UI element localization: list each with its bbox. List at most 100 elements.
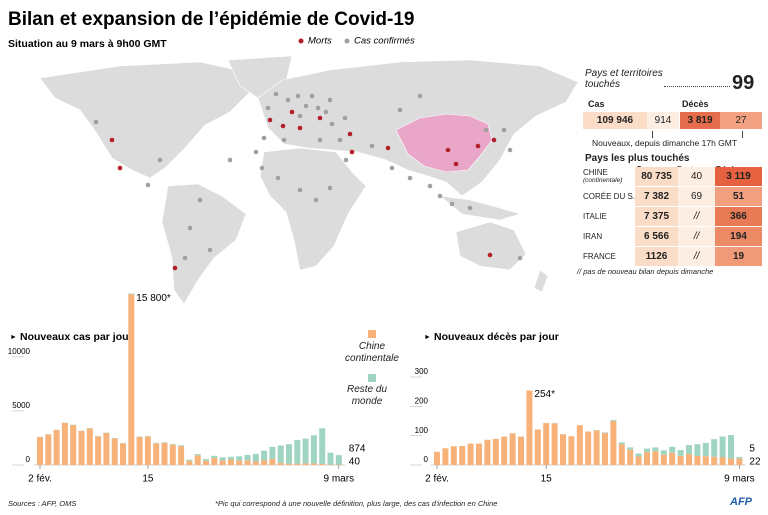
death-dot <box>349 149 355 155</box>
deaths-label: Décès <box>682 99 709 109</box>
bar-segment <box>211 457 218 465</box>
sources: Sources : AFP, OMS <box>8 499 77 508</box>
case-dot <box>295 93 301 99</box>
case-dot <box>197 197 203 203</box>
y-tick-label: 200 <box>415 396 429 405</box>
bar-segment <box>203 459 209 461</box>
bar-segment <box>111 438 118 465</box>
x-tick-label: 9 mars <box>724 474 755 485</box>
bar-segment <box>677 455 684 465</box>
x-tick-label: 15 <box>142 474 154 485</box>
bar-segment <box>227 456 234 460</box>
case-dot <box>449 201 455 207</box>
x-tick-label: 2 fév. <box>28 474 52 485</box>
case-dot <box>273 91 279 97</box>
case-dot <box>303 103 309 109</box>
world-map <box>39 55 579 305</box>
bar-segment <box>635 453 642 457</box>
bar-segment <box>450 446 457 465</box>
bar-segment <box>543 423 550 465</box>
bar-segment <box>551 423 558 465</box>
country-name: IRAN <box>583 231 603 241</box>
legend-label: Reste du monde <box>346 384 388 407</box>
bar-segment <box>169 444 176 465</box>
legend-dot-deaths <box>298 38 304 44</box>
table-cell: 7 375 <box>635 207 678 227</box>
case-dot <box>145 182 151 188</box>
bar-segment <box>644 452 650 465</box>
legend-cases: Cas confirmés <box>354 36 415 47</box>
bar-segment <box>161 442 168 465</box>
bar-segment <box>261 450 268 461</box>
death-dot <box>453 161 459 167</box>
row-name: FRANCE <box>583 247 635 267</box>
bar-segment <box>652 451 659 465</box>
bar-segment <box>169 444 176 445</box>
bar-segment <box>576 425 583 465</box>
bar-segment <box>128 294 135 465</box>
countries-value: 99 <box>732 72 755 94</box>
map-dots <box>93 91 523 271</box>
case-dot <box>309 93 315 99</box>
bar-segment <box>236 460 243 465</box>
y-tick-label: 300 <box>415 367 429 376</box>
value-label: 15 800* <box>136 293 171 304</box>
case-dot <box>417 93 423 99</box>
leader-line <box>664 86 730 87</box>
bar-segment <box>37 436 43 465</box>
africa <box>259 147 367 271</box>
x-tick-label: 15 <box>541 474 553 485</box>
bar-segment <box>736 457 743 459</box>
cases-new: 914 <box>647 112 679 130</box>
bar-segment <box>194 455 201 465</box>
subtitle: Situation au 9 mars à 9h00 GMT <box>8 38 167 50</box>
case-dot <box>337 137 343 143</box>
bar-segment <box>286 463 292 465</box>
bar-segment <box>78 431 85 465</box>
country-note: (continentale) <box>583 176 623 184</box>
row-name: CHINE (continentale) <box>583 167 635 187</box>
bar-segment <box>492 438 499 465</box>
bar-segment <box>702 443 709 457</box>
bar-segment <box>560 434 566 465</box>
bar-segment <box>227 459 234 465</box>
bar-segment <box>686 453 692 465</box>
bar-segment <box>434 451 440 465</box>
case-dot <box>501 127 507 133</box>
bar-segment <box>610 420 617 421</box>
bar-segment <box>711 456 718 465</box>
y-tick-label: 10000 <box>8 347 31 356</box>
table-cell: 1126 <box>635 247 678 267</box>
x-tick-label: 9 mars <box>324 474 355 485</box>
cases-total: 109 946 <box>583 112 647 130</box>
bar-segment <box>161 442 168 443</box>
case-dot <box>265 105 271 111</box>
bar-segment <box>518 436 524 465</box>
table-cell: // <box>678 227 715 247</box>
case-dot <box>315 105 321 111</box>
death-dot <box>172 265 178 271</box>
case-dot <box>297 113 303 119</box>
table-cell: 3 119 <box>715 167 762 187</box>
case-dot <box>343 157 349 163</box>
logo: AFP <box>730 496 752 508</box>
bar-segment <box>203 460 209 465</box>
title: Bilan et expansion de l’épidémie de Covi… <box>8 9 415 30</box>
bar-segment <box>61 422 68 465</box>
case-dot <box>323 109 329 115</box>
table-cell: 40 <box>678 167 715 187</box>
country-name: CORÉE DU S. <box>583 191 636 201</box>
death-dot <box>267 117 273 123</box>
case-dot <box>483 127 489 133</box>
value-label: 40 <box>349 457 361 468</box>
case-dot <box>275 175 281 181</box>
bar-segment <box>652 447 659 452</box>
death-dot <box>117 165 123 171</box>
legend-deaths: Morts <box>308 36 332 47</box>
bar-segment <box>136 436 143 465</box>
bar-segment <box>294 439 301 464</box>
table-cell: // <box>678 207 715 227</box>
country-name: ITALIE <box>583 211 607 221</box>
bar-segment <box>610 421 617 465</box>
